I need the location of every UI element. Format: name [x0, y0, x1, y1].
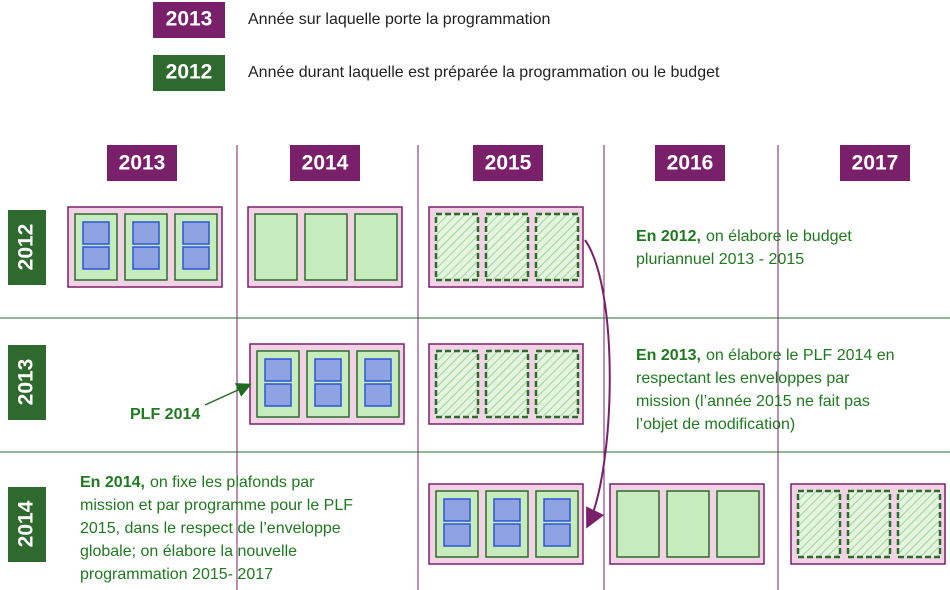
- programme: [182, 221, 210, 245]
- plf-label: PLF 2014: [130, 406, 200, 423]
- mission: [616, 490, 660, 558]
- legend-text: Année durant laquelle est préparée la pr…: [248, 64, 720, 81]
- programme: [493, 498, 521, 522]
- mission-projected: [484, 212, 530, 282]
- column-header-box: [107, 145, 177, 181]
- programme: [264, 383, 292, 407]
- note-line: mission (l’année 2015 ne fait pas: [636, 393, 870, 410]
- grid-lines: [0, 145, 950, 590]
- note-line: En 2013, on élabore le PLF 2014 en: [636, 347, 895, 364]
- note-text: on fixe les plafonds par: [150, 474, 315, 491]
- mission-projected: [534, 349, 580, 419]
- programme: [543, 498, 571, 522]
- programme: [182, 246, 210, 270]
- legend-box: [153, 55, 225, 91]
- column-header-box: [655, 145, 725, 181]
- note-line: programmation 2015- 2017: [80, 566, 273, 583]
- programme: [364, 383, 392, 407]
- column-header-box: [473, 145, 543, 181]
- mission-projected: [896, 489, 942, 559]
- programme: [314, 358, 342, 382]
- mission-projected: [434, 212, 480, 282]
- row-header-box: [8, 487, 46, 562]
- legend-text: Année sur laquelle porte la programmatio…: [248, 11, 550, 28]
- note-line: respectant les enveloppes par: [636, 370, 850, 387]
- programme: [264, 358, 292, 382]
- row-header-box: [8, 345, 46, 420]
- column-header-box: [840, 145, 910, 181]
- mission: [354, 213, 398, 281]
- row-header: 2012: [15, 224, 38, 271]
- note-text: on élabore le PLF 2014 en: [706, 347, 895, 364]
- programme: [543, 523, 571, 547]
- mission-projected: [796, 489, 842, 559]
- note-text: on élabore le budget: [706, 228, 852, 245]
- legend-box: [153, 2, 225, 38]
- note-line: pluriannuel 2013 - 2015: [636, 251, 804, 268]
- programme: [132, 221, 160, 245]
- content: 2013 Année sur laquelle porte la programm…: [8, 2, 946, 583]
- mission: [304, 213, 348, 281]
- note-bold: En 2013,: [636, 347, 701, 364]
- carry-arrow: [584, 239, 611, 529]
- mission: [254, 213, 298, 281]
- row-header-box: [8, 210, 46, 285]
- column-header-box: [290, 145, 360, 181]
- column-header: 2016: [667, 152, 714, 175]
- programme: [443, 523, 471, 547]
- programme: [82, 221, 110, 245]
- programme: [82, 246, 110, 270]
- column-header: 2013: [119, 152, 166, 175]
- note-line: 2015, dans le respect de l’enveloppe: [80, 520, 341, 537]
- programme: [364, 358, 392, 382]
- mission-projected: [534, 212, 580, 282]
- note-line: globale; on élabore la nouvelle: [80, 543, 297, 560]
- programme: [443, 498, 471, 522]
- mission-projected: [846, 489, 892, 559]
- mission-projected: [434, 349, 480, 419]
- mission: [666, 490, 710, 558]
- note-bold: En 2014,: [80, 474, 145, 491]
- column-header: 2015: [485, 152, 532, 175]
- legend-year: 2012: [166, 61, 213, 84]
- note-bold: En 2012,: [636, 228, 701, 245]
- programme: [493, 523, 521, 547]
- row-header: 2013: [15, 359, 38, 406]
- note-line: l’objet de modification): [636, 416, 795, 433]
- programme: [314, 383, 342, 407]
- note-line: En 2014, on fixe les plafonds par: [80, 474, 315, 491]
- legend-year: 2013: [166, 8, 213, 31]
- note-line: En 2012, on élabore le budget: [636, 228, 852, 245]
- note-line: mission et par programme pour le PLF: [80, 497, 353, 514]
- plf-arrow: [204, 383, 252, 406]
- mission: [716, 490, 760, 558]
- column-header: 2014: [302, 152, 349, 175]
- programme: [132, 246, 160, 270]
- column-header: 2017: [852, 152, 899, 175]
- mission-projected: [484, 349, 530, 419]
- row-header: 2014: [15, 500, 38, 547]
